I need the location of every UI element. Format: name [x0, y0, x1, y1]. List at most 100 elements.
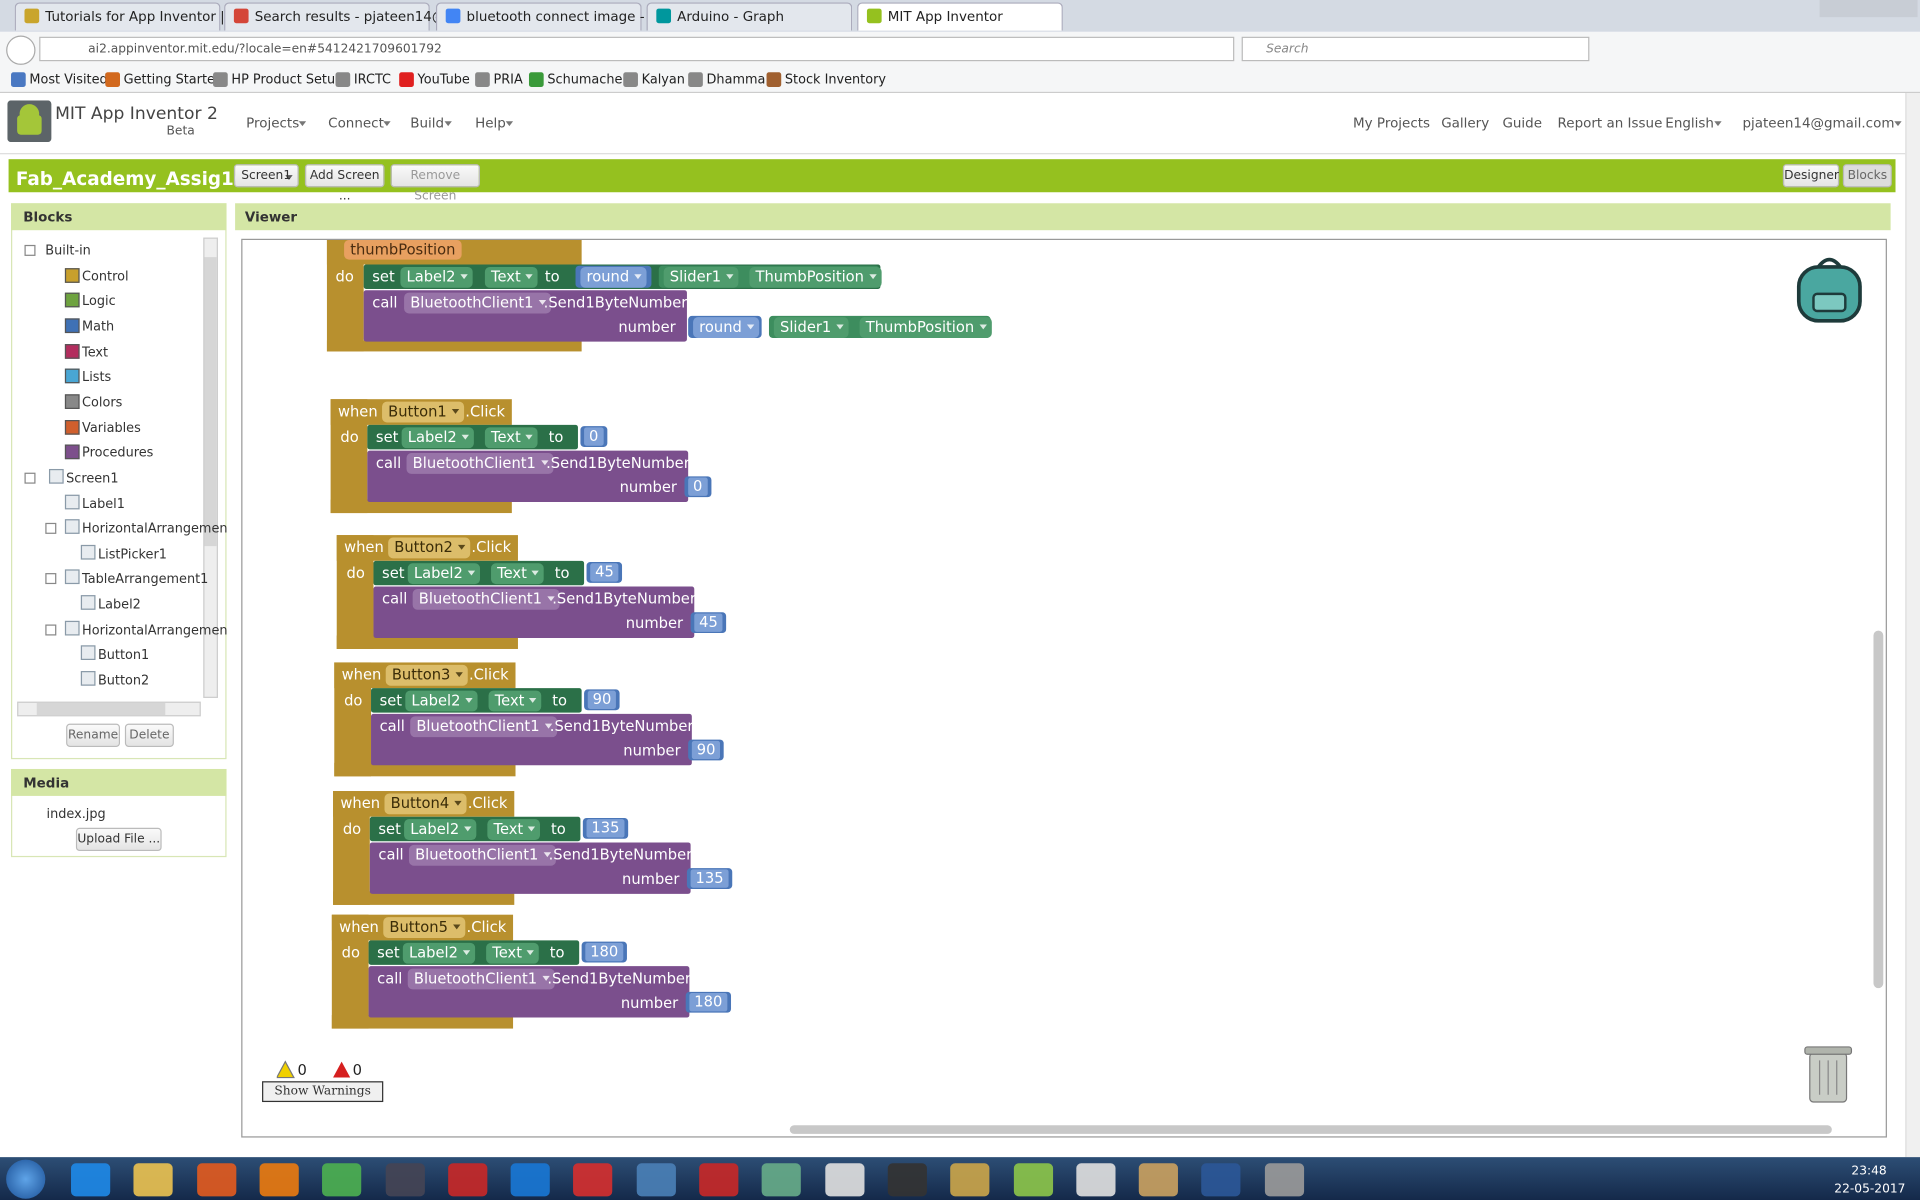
taskbar-app[interactable] [1076, 1163, 1116, 1197]
taskbar-app[interactable] [71, 1163, 111, 1197]
media-file[interactable]: index.jpg [46, 806, 106, 822]
tree-item[interactable]: Built-in [45, 243, 91, 259]
tree-item[interactable]: Variables [82, 420, 141, 436]
upload-button[interactable]: Upload File ... [75, 827, 162, 852]
dropdown-caret[interactable] [460, 274, 468, 280]
taskbar-app[interactable] [824, 1163, 864, 1197]
tree-item[interactable]: Lists [82, 370, 112, 385]
bookmark[interactable]: Stock Inventory [784, 72, 886, 87]
scroll-thumb[interactable] [1873, 630, 1884, 989]
url-field[interactable] [39, 36, 1235, 62]
dropdown[interactable]: round [580, 266, 647, 288]
number-value[interactable]: 90 [587, 690, 617, 709]
bookmark[interactable]: YouTube [417, 72, 470, 87]
dropdown-caret[interactable] [461, 434, 469, 440]
tab-title[interactable]: bluetooth connect image - G [466, 8, 660, 25]
number-block[interactable]: 135 [686, 868, 733, 889]
tree-item[interactable]: Math [82, 319, 115, 335]
dropdown[interactable]: Text [486, 942, 540, 964]
start-button[interactable] [6, 1159, 46, 1199]
menu[interactable]: Connect [328, 115, 396, 131]
tab[interactable] [435, 2, 642, 31]
dropdown[interactable]: Button3 [385, 664, 468, 686]
dropdown[interactable]: Button2 [388, 537, 471, 559]
window-controls[interactable] [1819, 0, 1918, 18]
show-warnings-button[interactable]: Show Warnings [262, 1081, 384, 1103]
dropdown[interactable]: BluetoothClient1 [407, 968, 555, 990]
dropdown[interactable]: Slider1 [663, 266, 739, 288]
taskbar-app[interactable] [699, 1163, 739, 1197]
dropdown-caret[interactable] [538, 300, 546, 305]
number-value[interactable]: 45 [590, 563, 619, 582]
menu[interactable]: Build [410, 115, 456, 131]
nav-link[interactable]: pjateen14@gmail.com [1742, 115, 1906, 131]
dropdown-caret[interactable] [531, 570, 540, 576]
tree-item[interactable]: Label2 [97, 597, 141, 613]
bookmark[interactable]: Schumacher [547, 72, 628, 87]
number-block[interactable]: 135 [582, 817, 629, 839]
backpack-icon[interactable] [1794, 252, 1865, 325]
dropdown-caret[interactable] [529, 697, 537, 703]
number-value[interactable]: 0 [584, 427, 604, 446]
menu[interactable]: Projects [246, 115, 311, 131]
tree-item[interactable]: Label1 [82, 496, 125, 512]
dropdown-caret[interactable] [505, 121, 514, 127]
dropdown[interactable]: BluetoothClient1 [406, 453, 554, 474]
number-value[interactable]: 90 [691, 740, 721, 760]
dropdown-caret[interactable] [542, 975, 550, 981]
panel-button[interactable]: Rename [66, 723, 120, 747]
nav-link[interactable]: Guide [1502, 115, 1543, 132]
number-value[interactable]: 135 [690, 869, 729, 888]
nav-link[interactable]: English [1665, 115, 1726, 131]
dropdown-caret[interactable] [746, 324, 755, 330]
search-placeholder[interactable]: Search [1266, 42, 1309, 57]
dropdown-caret[interactable] [868, 274, 877, 280]
dropdown-caret[interactable] [299, 121, 307, 127]
dropdown-caret[interactable] [1894, 121, 1902, 127]
toolbar-button[interactable]: Remove Screen [390, 164, 480, 203]
bookmark[interactable]: PRIA [493, 72, 523, 87]
tree-item[interactable]: Text [82, 344, 109, 360]
bookmark[interactable]: Getting Started [123, 72, 224, 87]
taskbar-app[interactable] [510, 1163, 550, 1197]
tree-item[interactable]: Screen1 [66, 471, 119, 486]
number-block[interactable]: 90 [688, 739, 725, 761]
taskbar-app[interactable] [1264, 1163, 1304, 1197]
dropdown-caret[interactable] [836, 324, 844, 330]
taskbar-app[interactable] [385, 1163, 425, 1197]
parameter[interactable]: thumbPosition [344, 240, 462, 260]
tree-item[interactable]: HorizontalArrangemen [82, 521, 228, 537]
dropdown-caret[interactable] [383, 121, 392, 127]
dropdown-caret[interactable] [1713, 121, 1722, 127]
number-block[interactable]: 0 [684, 476, 711, 498]
toolbar-button[interactable]: Designer [1782, 164, 1840, 188]
tree-item[interactable]: Button1 [97, 648, 150, 663]
scroll-thumb[interactable] [789, 1125, 1832, 1134]
tree-item[interactable]: Button2 [97, 673, 150, 689]
dropdown[interactable]: Label2 [401, 427, 474, 449]
menu[interactable]: Help [475, 115, 518, 131]
taskbar-app[interactable] [636, 1163, 676, 1197]
dropdown[interactable]: BluetoothClient1 [404, 292, 551, 314]
dropdown[interactable]: BluetoothClient1 [412, 588, 560, 610]
dropdown-caret[interactable] [454, 800, 462, 806]
tree-item[interactable]: TableArrangement1 [82, 572, 209, 588]
url-text[interactable]: ai2.appinventor.mit.edu/?locale=en#54124… [88, 42, 442, 57]
dropdown[interactable]: Button5 [383, 917, 466, 938]
tree-item[interactable]: Procedures [82, 445, 154, 461]
tab-title[interactable]: MIT App Inventor [887, 8, 1003, 25]
number-block[interactable]: 45 [586, 562, 623, 583]
dropdown[interactable]: BluetoothClient1 [410, 716, 557, 738]
taskbar-app[interactable] [133, 1163, 174, 1197]
number-block[interactable]: 180 [685, 991, 731, 1013]
taskbar-app[interactable] [950, 1163, 990, 1197]
taskbar-app[interactable] [573, 1163, 613, 1197]
panel-button[interactable]: Delete [124, 723, 174, 747]
dropdown[interactable]: Text [491, 563, 545, 585]
dropdown[interactable]: Text [488, 690, 542, 712]
taskbar-app[interactable] [1201, 1163, 1241, 1197]
toolbar-button[interactable]: Screen1 [233, 164, 299, 188]
number-value[interactable]: 0 [688, 477, 708, 496]
tab-title[interactable]: Search results - pjateen14@g [254, 8, 454, 25]
bookmark[interactable]: IRCTC [353, 72, 392, 87]
